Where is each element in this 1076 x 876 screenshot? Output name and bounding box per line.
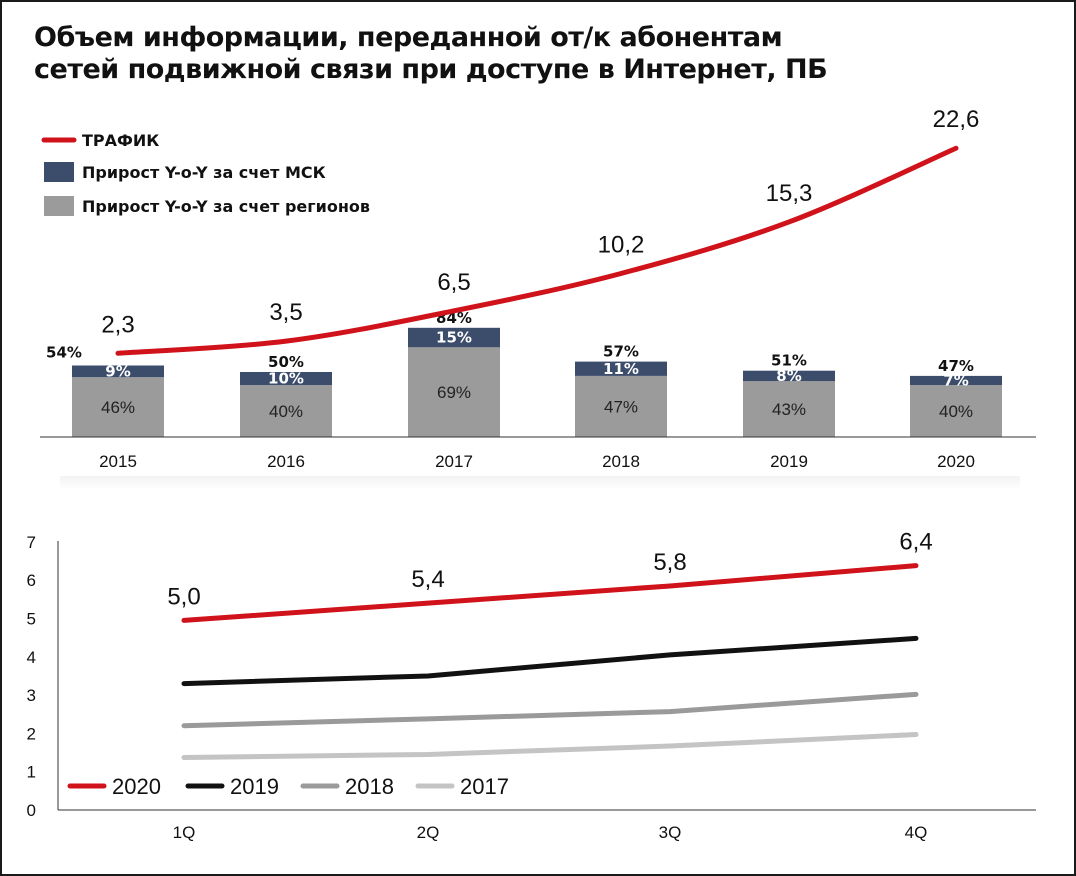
- chart-separator: [60, 476, 1020, 490]
- legend-label-2018: 2018: [345, 774, 394, 799]
- x-tick-label: 3Q: [659, 823, 682, 842]
- annual-traffic-chart: ТРАФИК Прирост Y-o-Y за счет МСК Прирост Y…: [40, 106, 1036, 471]
- bar-total-label: 51%: [771, 352, 807, 370]
- y-tick-label: 7: [27, 533, 36, 552]
- bar-total-label: 54%: [46, 344, 82, 362]
- bar-msk: [408, 327, 500, 348]
- y-tick-label: 4: [27, 648, 36, 667]
- legend-label-2017: 2017: [460, 774, 509, 799]
- bar-msk-label: 11%: [603, 360, 639, 378]
- bar-regions-label: 46%: [101, 398, 135, 417]
- bar-msk: [910, 375, 1002, 385]
- value-label-2020: 5,4: [411, 566, 444, 593]
- traffic-value-label: 10,2: [598, 231, 645, 258]
- x-tick-label: 2017: [435, 452, 473, 471]
- y-tick-label: 3: [27, 686, 36, 705]
- title-line-2: сетей подвижной связи при доступе в Инте…: [34, 54, 828, 85]
- legend-msk-label: Прирост Y-o-Y за счет МСК: [82, 163, 326, 182]
- x-tick-label: 2015: [99, 452, 137, 471]
- y-tick-label: 1: [27, 763, 36, 782]
- value-label-2020: 5,0: [167, 583, 200, 610]
- bar-regions: [72, 377, 164, 437]
- bar-msk-label: 10%: [268, 370, 304, 388]
- legend-label-2020: 2020: [112, 774, 161, 799]
- value-label-2020: 6,4: [899, 529, 932, 556]
- bar-regions: [240, 385, 332, 437]
- bar-msk-label: 9%: [105, 362, 130, 380]
- bar-regions-label: 40%: [939, 402, 973, 421]
- bar-regions-label: 47%: [604, 397, 638, 416]
- bar-regions-label: 69%: [437, 383, 471, 402]
- traffic-line: [115, 145, 959, 356]
- bar-regions-label: 40%: [269, 402, 303, 421]
- bar-msk-label: 8%: [776, 367, 801, 385]
- y-tick-label: 6: [27, 571, 36, 590]
- legend-traffic-label: ТРАФИК: [82, 131, 159, 150]
- series-line-2018: [181, 691, 919, 729]
- title-line-1: Объем информации, переданной от/к абонен…: [34, 22, 783, 53]
- bar-regions: [408, 347, 500, 437]
- x-tick-label: 1Q: [173, 823, 196, 842]
- chart-title: Объем информации, переданной от/к абонен…: [34, 22, 1034, 86]
- x-tick-label: 2018: [602, 452, 640, 471]
- bar-regions: [743, 381, 835, 437]
- traffic-value-label: 2,3: [101, 311, 134, 338]
- x-tick-label: 2019: [770, 452, 808, 471]
- bar-msk-label: 7%: [943, 371, 968, 389]
- series-line-2020: [181, 563, 919, 623]
- legend-label-2019: 2019: [230, 774, 279, 799]
- bar-msk: [72, 365, 164, 378]
- y-tick-label: 5: [27, 610, 36, 629]
- bar-msk-label: 15%: [436, 329, 472, 347]
- y-tick-label: 2: [27, 724, 36, 743]
- x-tick-label: 2Q: [417, 823, 440, 842]
- x-tick-label: 2020: [937, 452, 975, 471]
- legend-regions-swatch: [44, 196, 74, 216]
- traffic-value-label: 6,5: [437, 269, 470, 296]
- bar-regions: [910, 385, 1002, 437]
- y-tick-label: 0: [27, 801, 36, 820]
- traffic-value-label: 15,3: [766, 180, 813, 207]
- traffic-value-label: 3,5: [269, 299, 302, 326]
- x-tick-label: 2016: [267, 452, 305, 471]
- value-label-2020: 5,8: [653, 549, 686, 576]
- bar-total-label: 57%: [603, 343, 639, 361]
- legend-msk-swatch: [44, 162, 74, 182]
- bar-total-label: 47%: [938, 357, 974, 375]
- bar-total-label: 50%: [268, 353, 304, 371]
- bar-msk: [575, 361, 667, 376]
- bar-msk: [240, 372, 332, 385]
- bar-regions-label: 43%: [772, 400, 806, 419]
- series-line-2019: [181, 635, 919, 687]
- bar-regions: [575, 375, 667, 437]
- bar-msk: [743, 370, 835, 382]
- series-line-2017: [181, 732, 919, 761]
- x-tick-label: 4Q: [905, 823, 928, 842]
- traffic-value-label: 22,6: [933, 106, 980, 133]
- legend-regions-label: Прирост Y-o-Y за счет регионов: [82, 197, 370, 216]
